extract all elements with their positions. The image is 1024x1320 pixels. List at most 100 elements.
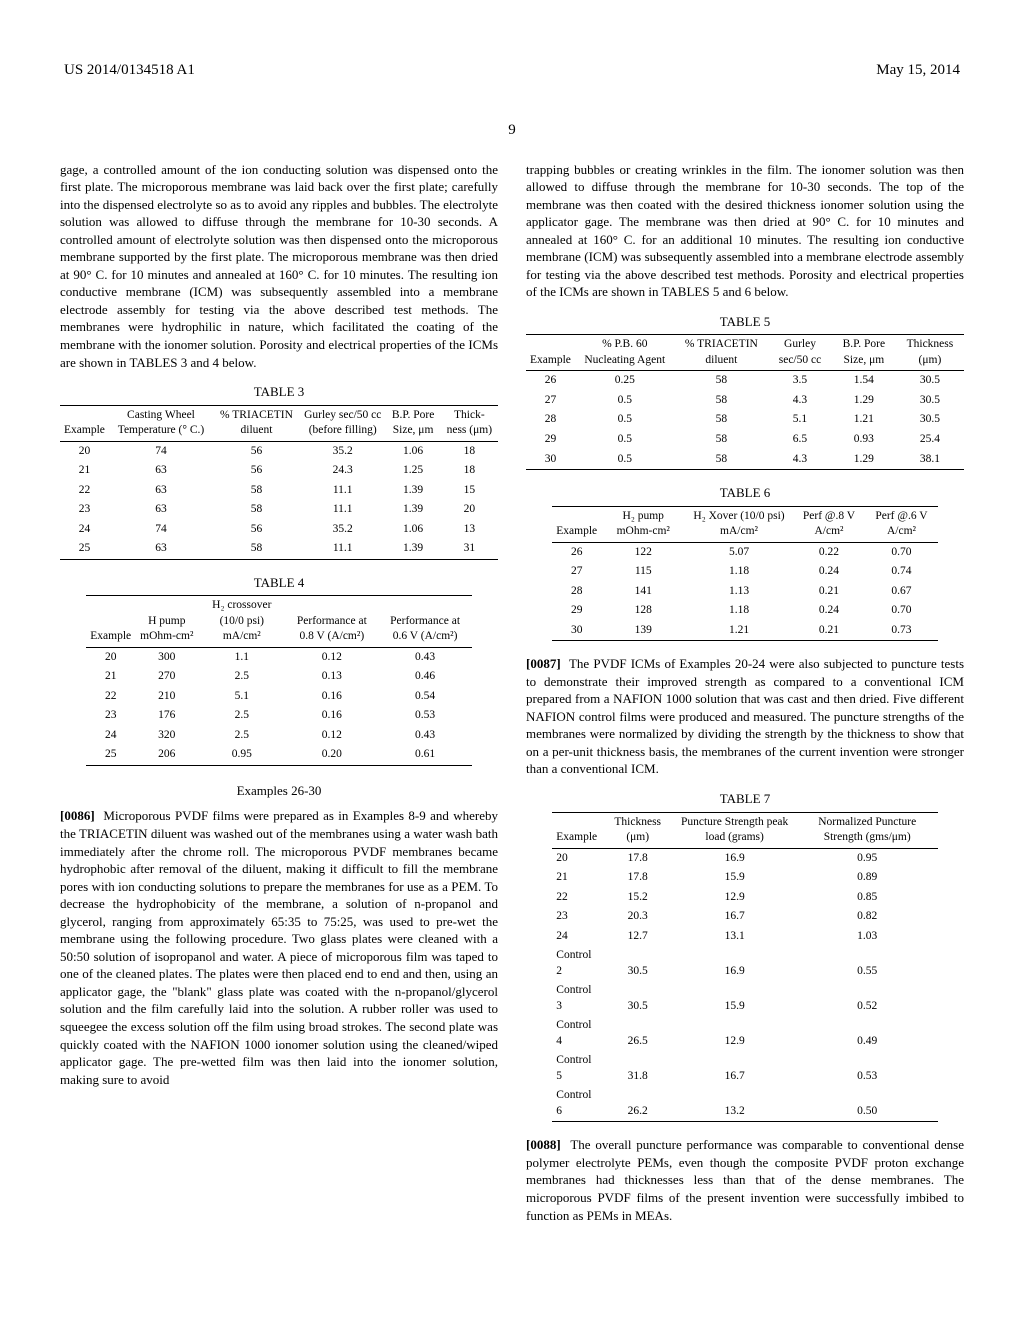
table4: Example H pump mOhm-cm² H₂ crossover (10… xyxy=(86,595,471,766)
table-row: 231762.50.160.53 xyxy=(86,706,471,726)
table4-caption: TABLE 4 xyxy=(60,574,498,592)
table-cell: 30.5 xyxy=(603,981,673,1016)
table-cell: 0.16 xyxy=(285,687,378,707)
left-prose-1: gage, a controlled amount of the ion con… xyxy=(60,161,498,372)
section-title-examples-26-30: Examples 26-30 xyxy=(60,782,498,800)
para-text-0086: Microporous PVDF films were prepared as … xyxy=(60,808,498,1086)
table-cell: 11.1 xyxy=(300,481,386,501)
table3-caption: TABLE 3 xyxy=(60,383,498,401)
table-cell: 30 xyxy=(526,450,575,470)
table-cell: Control 5 xyxy=(552,1051,603,1086)
table-cell: 20 xyxy=(86,647,135,667)
table-row: 2017.816.90.95 xyxy=(552,848,937,868)
table-row: 301391.210.210.73 xyxy=(552,621,937,641)
table-cell: 0.73 xyxy=(865,621,938,641)
table-cell: 139 xyxy=(601,621,685,641)
table-cell: 15.2 xyxy=(603,888,673,908)
table-cell: 26.2 xyxy=(603,1086,673,1122)
table-cell: 0.12 xyxy=(285,726,378,746)
table-cell: 0.70 xyxy=(865,601,938,621)
table-cell: 5.07 xyxy=(685,542,792,562)
table-cell: 0.43 xyxy=(378,647,471,667)
table-cell: 30.5 xyxy=(896,410,964,430)
publication-number: US 2014/0134518 A1 xyxy=(64,60,195,80)
para-num-0088: [0088] xyxy=(526,1137,561,1152)
table4-h1: H pump mOhm-cm² xyxy=(135,596,198,648)
paragraph-0088: [0088] The overall puncture performance … xyxy=(526,1136,964,1224)
left-column: gage, a controlled amount of the ion con… xyxy=(60,161,498,1233)
table6-h4: Perf @.6 V A/cm² xyxy=(865,506,938,542)
table-cell: 0.55 xyxy=(797,946,938,981)
table-cell: 0.16 xyxy=(285,706,378,726)
table-cell: 12.9 xyxy=(673,1016,797,1051)
table-cell: 122 xyxy=(601,542,685,562)
table-row: Control 426.512.90.49 xyxy=(552,1016,937,1051)
table-cell: 17.8 xyxy=(603,868,673,888)
table-cell: 270 xyxy=(135,667,198,687)
table6-h1: H₂ pump mOhm-cm² xyxy=(601,506,685,542)
table-cell: 27 xyxy=(552,562,601,582)
table5-body: 260.25583.51.5430.5270.5584.31.2930.5280… xyxy=(526,371,964,470)
table-row: 280.5585.11.2130.5 xyxy=(526,410,964,430)
table-cell: 1.21 xyxy=(832,410,896,430)
table-cell: 11.1 xyxy=(300,539,386,559)
table-cell: 1.25 xyxy=(386,461,441,481)
table-cell: 0.70 xyxy=(865,542,938,562)
table-cell: 17.8 xyxy=(603,848,673,868)
table-cell: 15 xyxy=(441,481,498,501)
table-cell: 56 xyxy=(213,461,300,481)
two-column-layout: gage, a controlled amount of the ion con… xyxy=(60,161,964,1233)
table-cell: 0.93 xyxy=(832,430,896,450)
table7-h3: Normalized Puncture Strength (gms/μm) xyxy=(797,812,938,848)
table-cell: 0.53 xyxy=(797,1051,938,1086)
table-cell: 22 xyxy=(552,888,603,908)
table-cell: 115 xyxy=(601,562,685,582)
table5: Example % P.B. 60 Nucleating Agent % TRI… xyxy=(526,334,964,470)
table-row: 2117.815.90.89 xyxy=(552,868,937,888)
table-row: 261225.070.220.70 xyxy=(552,542,937,562)
table-cell: 13.2 xyxy=(673,1086,797,1122)
table-cell: Control 3 xyxy=(552,981,603,1016)
table-cell: 24.3 xyxy=(300,461,386,481)
table-cell: 1.03 xyxy=(797,927,938,947)
page-header: US 2014/0134518 A1 May 15, 2014 xyxy=(60,60,964,80)
table-cell: 2.5 xyxy=(198,726,285,746)
table-row: 2215.212.90.85 xyxy=(552,888,937,908)
table-cell: 2.5 xyxy=(198,667,285,687)
table-cell: 11.1 xyxy=(300,500,386,520)
table-row: 300.5584.31.2938.1 xyxy=(526,450,964,470)
table-row: 20745635.21.0618 xyxy=(60,441,498,461)
table-cell: 0.54 xyxy=(378,687,471,707)
table-cell: 0.61 xyxy=(378,745,471,765)
table-cell: 1.1 xyxy=(198,647,285,667)
table-cell: 28 xyxy=(526,410,575,430)
table-cell: 0.52 xyxy=(797,981,938,1016)
paragraph-0086: [0086] Microporous PVDF films were prepa… xyxy=(60,807,498,1088)
table-cell: 0.46 xyxy=(378,667,471,687)
table-cell: 58 xyxy=(675,371,768,391)
table5-h2: % TRIACETIN diluent xyxy=(675,335,768,371)
table3: Example Casting Wheel Temperature (° C.)… xyxy=(60,405,498,560)
table-cell: 58 xyxy=(213,539,300,559)
table-cell: 16.7 xyxy=(673,907,797,927)
table-row: Control 626.213.20.50 xyxy=(552,1086,937,1122)
table-row: 222105.10.160.54 xyxy=(86,687,471,707)
table-cell: 0.20 xyxy=(285,745,378,765)
table-cell: 27 xyxy=(526,391,575,411)
table6-body: 261225.070.220.70271151.180.240.74281411… xyxy=(552,542,937,641)
table-cell: 21 xyxy=(86,667,135,687)
table-cell: 5.1 xyxy=(198,687,285,707)
table5-caption: TABLE 5 xyxy=(526,313,964,331)
table-cell: 12.7 xyxy=(603,927,673,947)
table6-caption: TABLE 6 xyxy=(526,484,964,502)
table-row: Control 230.516.90.55 xyxy=(552,946,937,981)
table-row: 252060.950.200.61 xyxy=(86,745,471,765)
table-cell: 31 xyxy=(441,539,498,559)
table-cell: 16.9 xyxy=(673,946,797,981)
table-cell: 4.3 xyxy=(768,450,832,470)
table-cell: 0.89 xyxy=(797,868,938,888)
table-cell: 0.67 xyxy=(865,582,938,602)
table-row: 212702.50.130.46 xyxy=(86,667,471,687)
table5-h0: Example xyxy=(526,335,575,371)
table7: Example Thickness (μm) Puncture Strength… xyxy=(552,812,937,1123)
